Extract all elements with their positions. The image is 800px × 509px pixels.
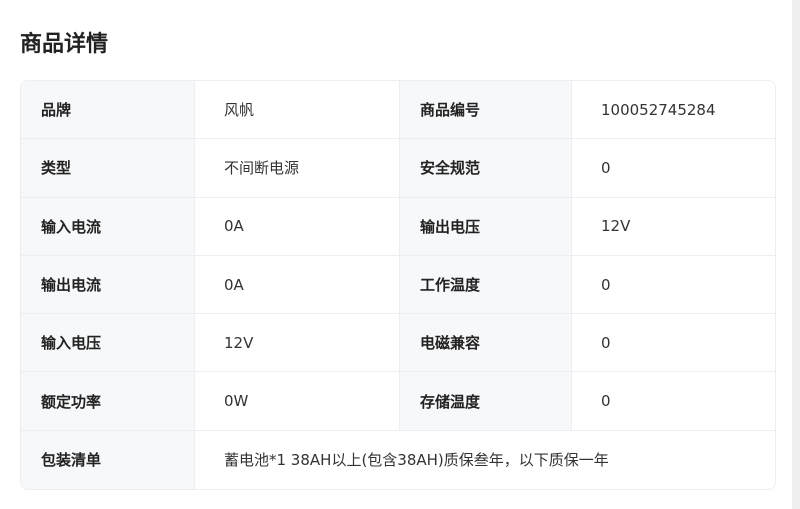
- spec-row: 输入电流 0A 输出电压 12V: [21, 197, 775, 256]
- scrollbar[interactable]: [792, 0, 800, 509]
- spec-label: 存储温度: [400, 372, 572, 430]
- spec-value: 风帆: [195, 81, 400, 139]
- spec-label: 额定功率: [21, 372, 195, 430]
- spec-label: 安全规范: [400, 139, 572, 197]
- spec-label: 品牌: [21, 81, 195, 139]
- spec-row: 输入电压 12V 电磁兼容 0: [21, 314, 775, 373]
- spec-value: 0: [601, 158, 611, 177]
- spec-row: 类型 不间断电源 安全规范 0: [21, 139, 775, 198]
- spec-value: 12V: [601, 217, 631, 236]
- spec-label: 输出电流: [21, 255, 195, 314]
- spec-row: 输出电流 0A 工作温度 0: [21, 255, 775, 315]
- spec-label: 电磁兼容: [400, 314, 572, 372]
- spec-row-package: 包装清单 蓄电池*1 38AH以上(包含38AH)质保叁年，以下质保一年: [21, 430, 775, 490]
- spec-value: 0: [601, 275, 611, 294]
- spec-value: 蓄电池*1 38AH以上(包含38AH)质保叁年，以下质保一年: [224, 451, 609, 470]
- spec-table: 品牌 风帆 商品编号 100052745284 类型 不间断电源 安全规范 0 输入电流 0A 输出…: [20, 80, 776, 491]
- spec-label: 包装清单: [21, 430, 195, 490]
- spec-value: 0A: [195, 197, 400, 255]
- spec-row: 额定功率 0W 存储温度 0: [21, 372, 775, 431]
- spec-value: 100052745284: [601, 100, 716, 119]
- spec-label: 输出电压: [400, 197, 572, 255]
- spec-label: 类型: [21, 139, 195, 197]
- spec-value: 0: [601, 392, 611, 411]
- spec-value: 0: [601, 333, 611, 352]
- spec-label: 输入电流: [21, 197, 195, 255]
- spec-value: 0A: [195, 255, 400, 314]
- spec-label: 输入电压: [21, 314, 195, 372]
- spec-value: 不间断电源: [195, 139, 400, 197]
- spec-label: 工作温度: [400, 255, 572, 314]
- spec-row: 品牌 风帆 商品编号 100052745284: [21, 81, 775, 140]
- spec-value: 0W: [195, 372, 400, 430]
- spec-value: 12V: [195, 314, 400, 372]
- page-title: 商品详情: [20, 32, 109, 57]
- spec-label: 商品编号: [400, 81, 572, 139]
